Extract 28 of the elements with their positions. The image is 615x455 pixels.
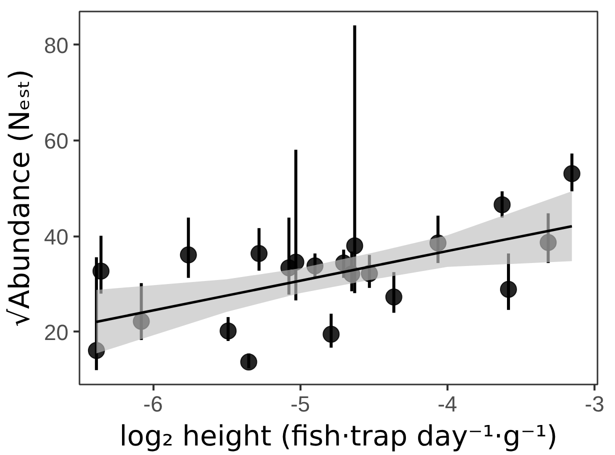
y-tick-label: 80 <box>44 32 69 58</box>
point <box>346 237 364 254</box>
point <box>500 280 517 298</box>
y-axis-title: √Abundance (Nₑₛₜ) <box>3 69 36 327</box>
point <box>322 326 340 343</box>
x-axis-title: log₂ height (fish·trap day⁻¹·g⁻¹) <box>119 420 558 452</box>
y-tick-label: 60 <box>44 128 69 154</box>
x-tick-label: -3 <box>584 392 604 416</box>
point <box>540 234 557 251</box>
point <box>385 288 402 306</box>
point <box>563 165 580 182</box>
point <box>180 246 197 264</box>
y-tick-label: 40 <box>44 224 69 250</box>
x-tick-label: -5 <box>290 392 310 416</box>
point <box>132 312 150 330</box>
y-tick-label: 20 <box>44 320 69 345</box>
point <box>250 244 268 262</box>
point <box>240 354 258 371</box>
x-tick-label: -6 <box>143 392 163 416</box>
x-tick-label: -4 <box>438 392 458 416</box>
point <box>92 262 110 280</box>
point <box>287 254 304 271</box>
point <box>306 257 324 274</box>
point <box>220 322 237 340</box>
point <box>494 196 511 214</box>
point <box>335 254 352 272</box>
point <box>88 342 105 360</box>
point <box>429 234 446 252</box>
